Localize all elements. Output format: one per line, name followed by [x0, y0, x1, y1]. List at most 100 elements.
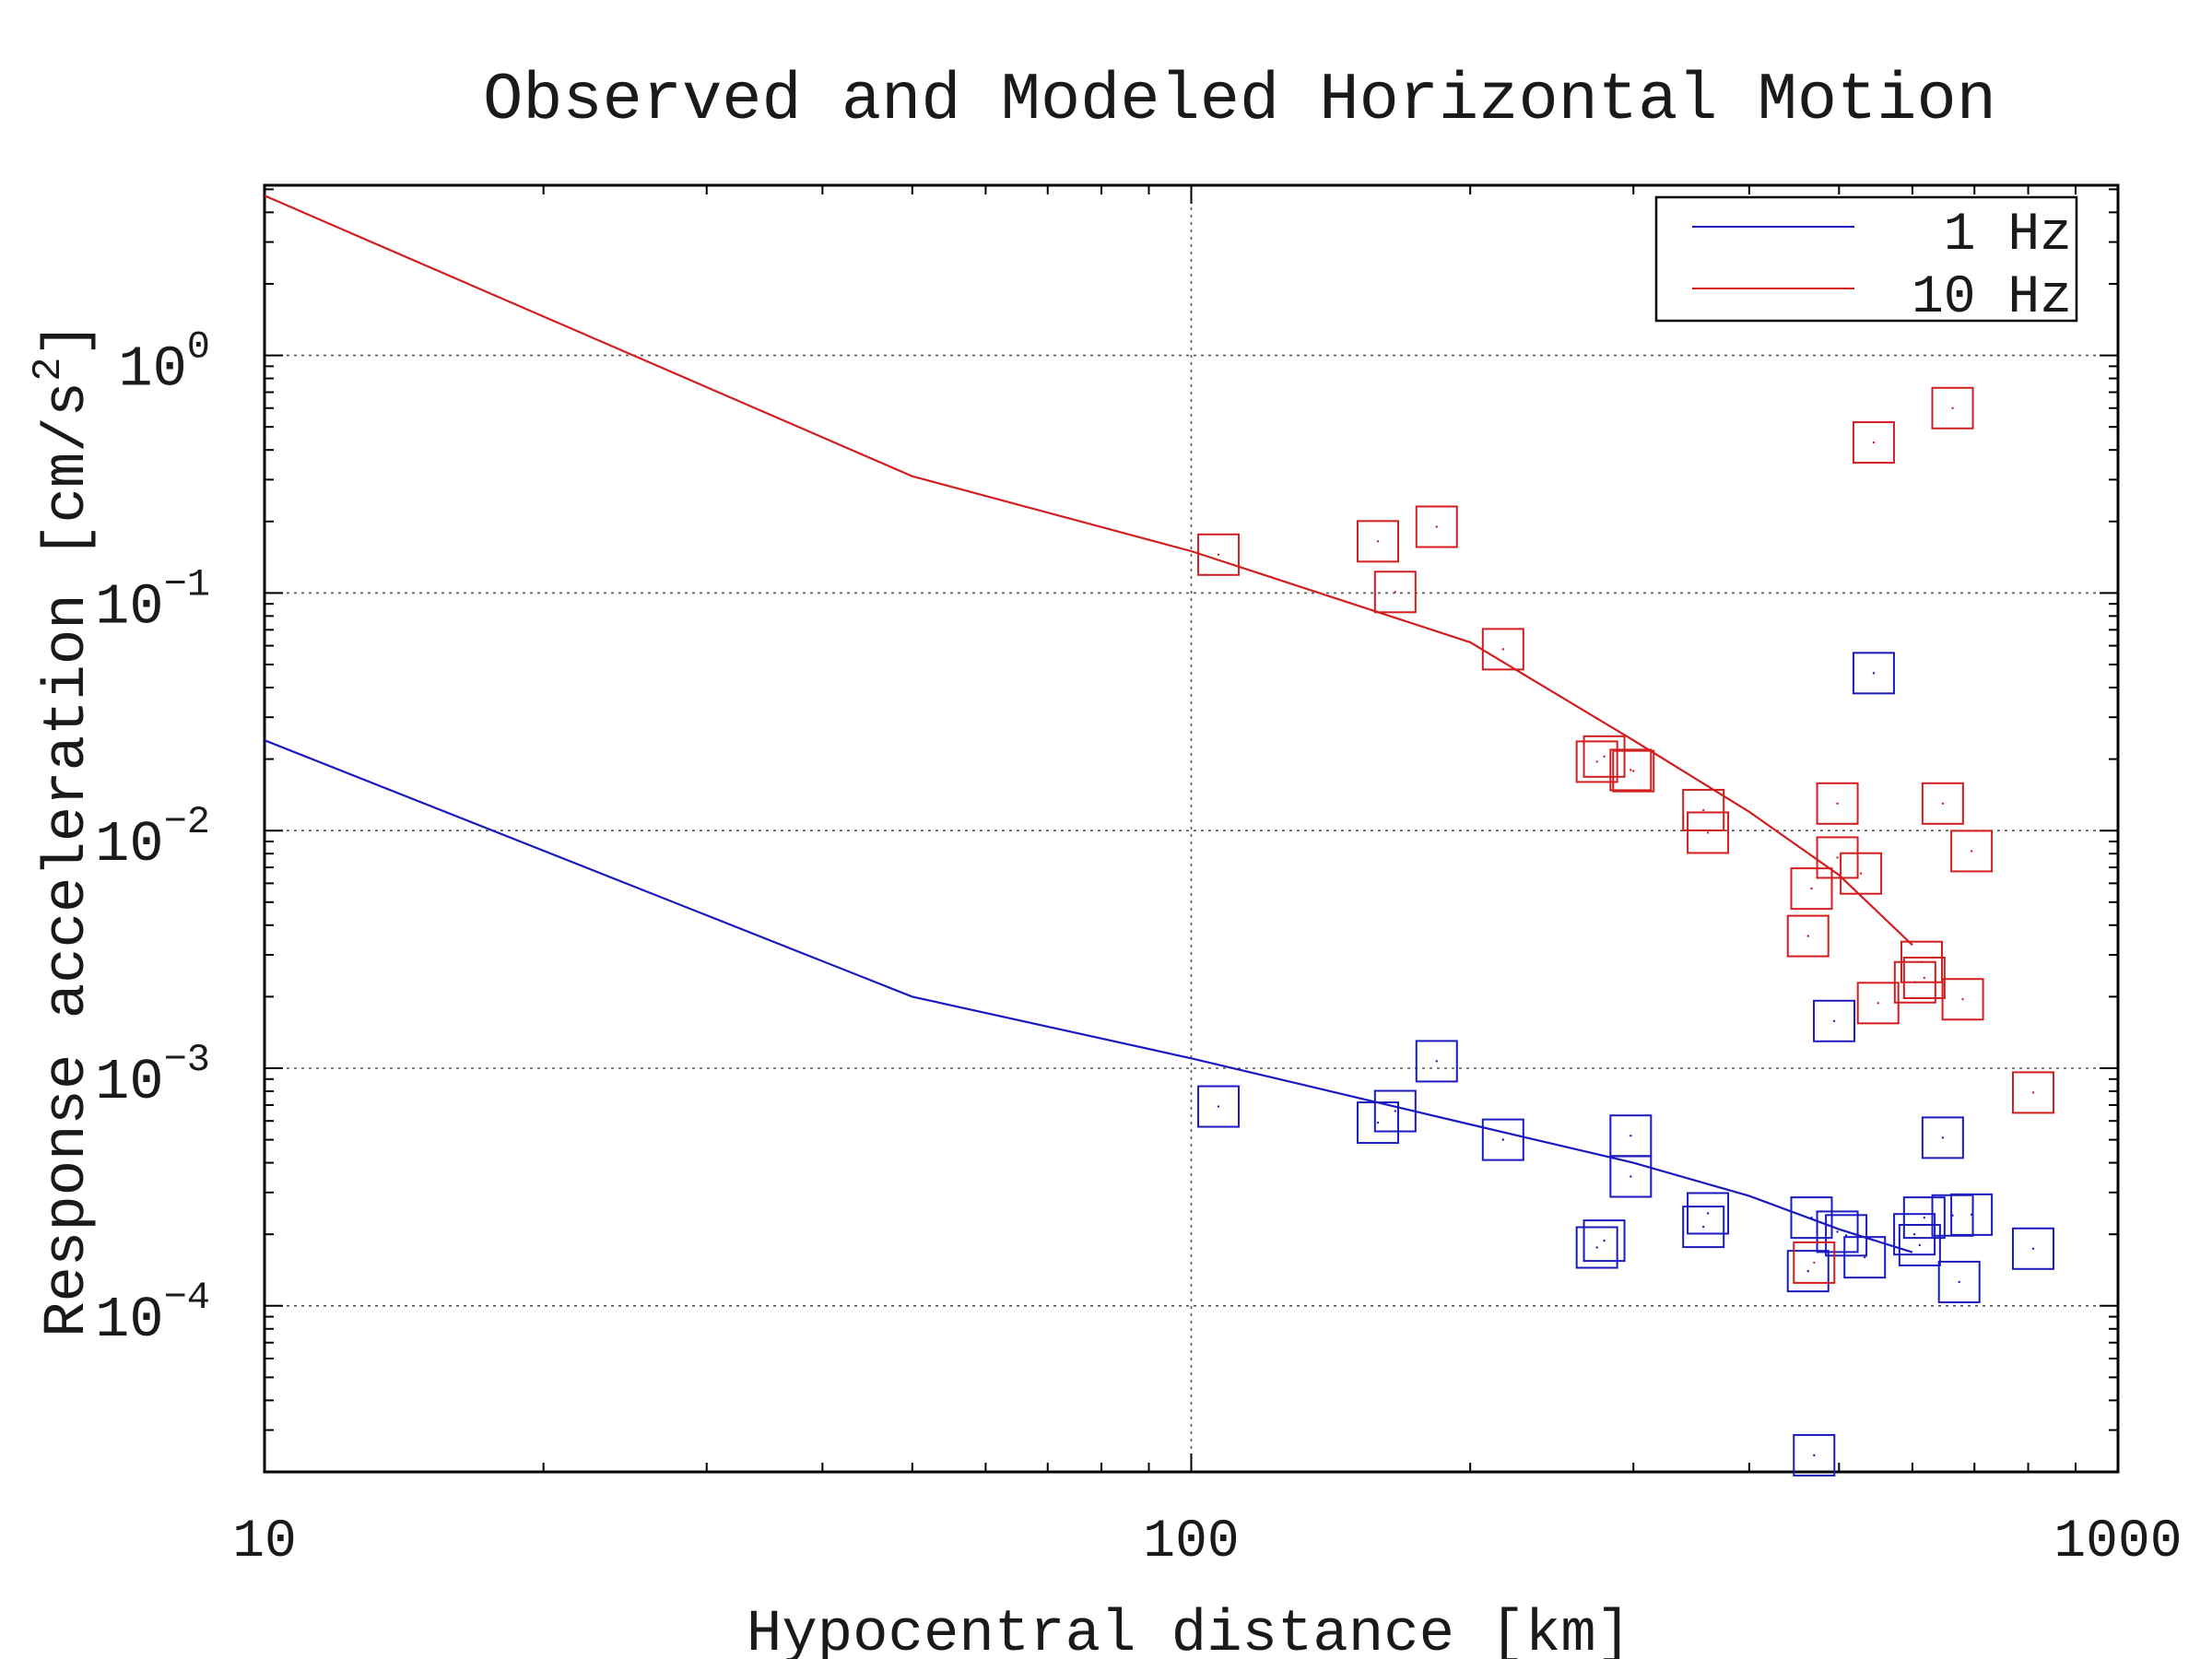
- observed-point-center: [2031, 1091, 2035, 1094]
- observed-point-1hz: [1816, 1210, 1859, 1253]
- observed-point-center: [1595, 1246, 1598, 1249]
- observed-point-center: [1941, 802, 1945, 806]
- observed-point-1hz: [1357, 1101, 1400, 1145]
- observed-point-center: [1836, 856, 1839, 859]
- observed-point-10hz: [1786, 914, 1830, 958]
- observed-point-center: [1706, 1212, 1710, 1215]
- observed-point-center: [1706, 831, 1710, 834]
- observed-point-center: [1832, 1019, 1836, 1022]
- observed-point-center: [1958, 1280, 1960, 1284]
- observed-point-10hz: [1357, 520, 1400, 563]
- observed-point-1hz: [1609, 1155, 1653, 1198]
- grid-lines: [265, 185, 2118, 1472]
- y-tick-label-exponent: 0: [187, 325, 210, 370]
- y-tick-label: 100: [118, 325, 210, 403]
- observed-point-10hz: [1790, 867, 1833, 911]
- observed-point-10hz: [2011, 1071, 2054, 1114]
- y-axis-label-main: Response acceleration [cm/s: [35, 382, 101, 1337]
- observed-point-1hz: [1682, 1206, 1725, 1249]
- observed-point-center: [1376, 540, 1380, 543]
- observed-point-1hz: [1843, 1236, 1887, 1279]
- y-tick-label-exponent: −4: [164, 1276, 210, 1320]
- observed-point-10hz: [1950, 830, 1994, 873]
- observed-point-1hz: [1197, 1085, 1241, 1128]
- observed-point-center: [1630, 769, 1632, 771]
- observed-point-1hz: [1481, 1118, 1524, 1161]
- observed-point-1hz: [1921, 1116, 1964, 1159]
- observed-point-center: [1217, 553, 1220, 556]
- x-tick-label: 10: [232, 1512, 297, 1572]
- observed-point-center: [1836, 1230, 1839, 1233]
- observed-point-1hz: [1583, 1219, 1626, 1263]
- series-10hz-observed: [1197, 386, 2054, 1284]
- observed-point-1hz: [1937, 1260, 1981, 1303]
- observed-point-center: [1810, 1216, 1813, 1219]
- y-tick-label: 10−1: [95, 562, 210, 640]
- observed-point-10hz: [1415, 505, 1458, 548]
- observed-point-center: [1844, 1234, 1848, 1237]
- observed-point-center: [1632, 770, 1635, 772]
- observed-point-1hz: [1793, 1433, 1836, 1477]
- observed-point-center: [1877, 1002, 1879, 1005]
- observed-point-1hz: [1373, 1089, 1417, 1133]
- observed-point-1hz: [1575, 1226, 1618, 1269]
- observed-point-1hz: [1687, 1192, 1730, 1235]
- observed-point-1hz: [1893, 1213, 1936, 1256]
- observed-point-center: [1872, 441, 1876, 444]
- y-axis-label: Response acceleration [cm/s2]: [26, 322, 101, 1337]
- observed-point-center: [1501, 648, 1505, 651]
- observed-point-center: [1376, 1121, 1380, 1124]
- observed-point-center: [1912, 1232, 1916, 1236]
- y-tick-label: 10−3: [95, 1038, 210, 1115]
- series-1hz-model: [264, 739, 1913, 1253]
- observed-point-10hz: [1840, 852, 1883, 895]
- observed-point-1hz: [1852, 652, 1895, 695]
- observed-point-10hz: [1793, 1241, 1836, 1284]
- observed-point-10hz: [1931, 386, 1974, 429]
- minor-ticks: [264, 185, 2118, 1473]
- y-axis-label-end: ]: [35, 322, 101, 357]
- y-tick-label-base: 10: [95, 1288, 163, 1353]
- observed-point-center: [1864, 1255, 1866, 1259]
- observed-point-center: [1951, 406, 1954, 409]
- observed-point-center: [1813, 1453, 1816, 1457]
- x-tick-label: 100: [1143, 1512, 1239, 1572]
- y-tick-label: 10−2: [95, 800, 210, 877]
- observed-point-10hz: [1852, 421, 1895, 465]
- observed-point-center: [1920, 960, 1924, 963]
- observed-point-center: [1603, 1239, 1606, 1242]
- observed-point-center: [1435, 1060, 1438, 1063]
- x-tick-labels: 10 100 1000: [232, 1512, 2182, 1572]
- observed-point-center: [1923, 1216, 1926, 1219]
- observed-point-center: [1806, 935, 1809, 937]
- y-tick-label-base: 10: [95, 574, 163, 640]
- observed-point-10hz: [1612, 749, 1655, 793]
- legend-label-10hz: 10 Hz: [1912, 268, 2072, 328]
- observed-point-1hz: [1813, 999, 1856, 1042]
- observed-point-center: [1872, 672, 1876, 675]
- observed-point-center: [1630, 1175, 1632, 1178]
- observed-point-center: [1836, 802, 1839, 806]
- observed-point-1hz: [1950, 1193, 1994, 1236]
- y-tick-label-exponent: −1: [164, 562, 210, 606]
- observed-point-center: [1702, 1225, 1705, 1229]
- observed-point-10hz: [1687, 811, 1730, 854]
- observed-point-center: [1961, 998, 1964, 1001]
- observed-point-center: [1941, 1136, 1945, 1139]
- observed-point-1hz: [1790, 1196, 1833, 1240]
- observed-point-center: [1394, 1110, 1397, 1112]
- observed-point-center: [1501, 1138, 1505, 1141]
- observed-point-center: [1859, 872, 1863, 875]
- y-tick-label-base: 10: [95, 812, 163, 877]
- observed-point-10hz: [1682, 788, 1725, 831]
- x-tick-label: 1000: [2053, 1512, 2182, 1572]
- observed-point-center: [1435, 525, 1438, 528]
- model-line-10hz: [264, 194, 1913, 947]
- observed-point-10hz: [1373, 571, 1417, 614]
- observed-point-1hz: [2011, 1227, 2054, 1270]
- plot-frame: [263, 183, 2120, 1474]
- y-tick-label-base: 10: [95, 1050, 163, 1115]
- y-axis-label-superscript: 2: [26, 358, 72, 382]
- legend-label-1hz: 1 Hz: [1944, 206, 2072, 265]
